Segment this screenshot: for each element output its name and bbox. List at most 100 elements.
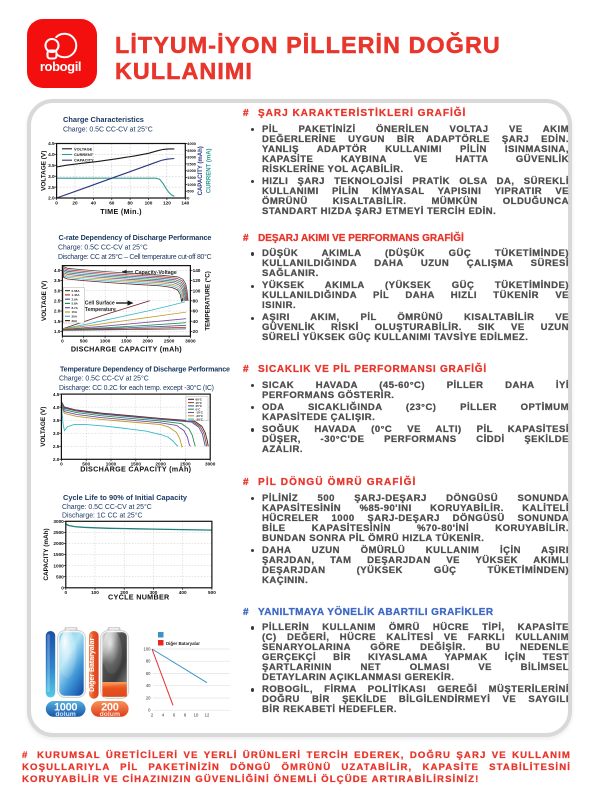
svg-text:80: 80 bbox=[193, 299, 199, 304]
svg-text:500: 500 bbox=[187, 189, 194, 194]
svg-text:1500: 1500 bbox=[121, 339, 132, 344]
svg-text:40: 40 bbox=[91, 201, 97, 206]
svg-text:4.0: 4.0 bbox=[54, 268, 61, 273]
svg-text:TIME (Min.): TIME (Min.) bbox=[100, 207, 142, 216]
svg-text:15A: 15A bbox=[72, 310, 78, 314]
svg-text:3.0: 3.0 bbox=[53, 431, 60, 436]
svg-text:CYCLE NUMBER: CYCLE NUMBER bbox=[108, 593, 170, 602]
svg-text:VOLTAGE (V): VOLTAGE (V) bbox=[41, 281, 48, 321]
svg-text:4.0: 4.0 bbox=[53, 405, 60, 410]
svg-text:100: 100 bbox=[91, 590, 99, 595]
svg-text:1000: 1000 bbox=[187, 182, 196, 187]
svg-text:1.45A: 1.45A bbox=[72, 293, 81, 297]
svg-text:Charge Characteristics: Charge Characteristics bbox=[63, 115, 144, 124]
svg-text:2500: 2500 bbox=[180, 462, 191, 467]
svg-text:Discharge: CC at 25°C – Cell t: Discharge: CC at 25°C – Cell temperature… bbox=[58, 253, 212, 261]
svg-text:Temperature Dependency of Disc: Temperature Dependency of Discharge Perf… bbox=[60, 366, 230, 374]
svg-text:29A: 29A bbox=[72, 319, 78, 323]
svg-text:2500: 2500 bbox=[164, 339, 175, 344]
svg-text:3.5: 3.5 bbox=[48, 163, 55, 168]
svg-text:4000: 4000 bbox=[187, 141, 196, 146]
svg-text:0.58A: 0.58A bbox=[72, 289, 81, 293]
svg-text:3.5: 3.5 bbox=[53, 418, 60, 423]
svg-text:Cell Surface: Cell Surface bbox=[85, 301, 115, 307]
svg-text:3000: 3000 bbox=[187, 155, 196, 160]
svg-text:4.5: 4.5 bbox=[53, 392, 60, 397]
svg-text:2: 2 bbox=[151, 713, 154, 718]
svg-text:Charge: 0.5C CC-CV at 25°C: Charge: 0.5C CC-CV at 25°C bbox=[58, 244, 148, 252]
svg-text:400: 400 bbox=[179, 590, 187, 595]
svg-text:80: 80 bbox=[127, 201, 133, 206]
svg-text:1500: 1500 bbox=[53, 552, 64, 557]
svg-text:60°C: 60°C bbox=[196, 398, 203, 402]
svg-text:0: 0 bbox=[60, 462, 63, 467]
svg-text:10: 10 bbox=[194, 713, 199, 718]
svg-text:-20°C: -20°C bbox=[196, 414, 204, 418]
svg-text:C-rate Dependency of Discharge: C-rate Dependency of Discharge Performan… bbox=[59, 233, 212, 242]
svg-text:3000: 3000 bbox=[205, 462, 216, 467]
svg-text:25°C: 25°C bbox=[196, 404, 203, 408]
svg-text:1500: 1500 bbox=[131, 462, 142, 467]
svg-text:140: 140 bbox=[181, 201, 189, 206]
svg-text:0: 0 bbox=[187, 196, 189, 201]
svg-text:DISCHARGE CAPACITY (mAh): DISCHARGE CAPACITY (mAh) bbox=[71, 345, 182, 354]
svg-text:80: 80 bbox=[146, 659, 151, 664]
svg-text:Charge: 0.5C CC-CV at 25°C: Charge: 0.5C CC-CV at 25°C bbox=[62, 503, 152, 511]
svg-text:TEMPERATURE (°C): TEMPERATURE (°C) bbox=[205, 271, 212, 330]
svg-text:1000: 1000 bbox=[54, 701, 77, 713]
svg-text:2.0: 2.0 bbox=[48, 196, 55, 201]
svg-text:Diğer Bataryalar: Diğer Bataryalar bbox=[89, 637, 96, 691]
svg-text:1000: 1000 bbox=[100, 339, 111, 344]
svg-text:500: 500 bbox=[208, 590, 216, 595]
svg-text:20: 20 bbox=[146, 696, 151, 701]
svg-text:robogil: robogil bbox=[40, 59, 81, 74]
svg-text:VOLTAGE (V): VOLTAGE (V) bbox=[40, 407, 47, 447]
svg-text:2500: 2500 bbox=[187, 161, 196, 166]
svg-text:CAPACITY (mAh): CAPACITY (mAh) bbox=[43, 528, 50, 580]
svg-text:1500: 1500 bbox=[187, 175, 196, 180]
svg-text:1000: 1000 bbox=[106, 462, 117, 467]
svg-text:0: 0 bbox=[61, 339, 64, 344]
svg-text:2.0: 2.0 bbox=[53, 457, 60, 462]
svg-text:3.0: 3.0 bbox=[54, 288, 61, 293]
svg-text:3.5: 3.5 bbox=[54, 278, 61, 283]
svg-text:CURRENT: CURRENT bbox=[74, 152, 94, 157]
svg-text:500: 500 bbox=[82, 462, 90, 467]
svg-text:dolum: dolum bbox=[55, 711, 75, 718]
svg-text:VOLTAGE (V): VOLTAGE (V) bbox=[41, 151, 48, 191]
svg-text:20A: 20A bbox=[72, 315, 78, 319]
svg-text:12: 12 bbox=[205, 713, 210, 718]
svg-text:4.5: 4.5 bbox=[48, 141, 55, 146]
svg-text:0°C: 0°C bbox=[196, 407, 202, 411]
svg-text:4: 4 bbox=[162, 713, 165, 718]
svg-text:20: 20 bbox=[72, 201, 78, 206]
svg-text:0: 0 bbox=[148, 708, 151, 713]
svg-text:40: 40 bbox=[146, 683, 151, 688]
svg-text:Cycle Life to 90% of Initial C: Cycle Life to 90% of Initial Capacity bbox=[63, 493, 188, 502]
svg-text:6: 6 bbox=[173, 713, 176, 718]
svg-text:-10°C: -10°C bbox=[196, 411, 204, 415]
svg-text:2.9A: 2.9A bbox=[72, 297, 79, 301]
svg-text:CAPACITY: CAPACITY bbox=[74, 158, 94, 163]
svg-text:45°C: 45°C bbox=[196, 401, 203, 405]
svg-text:60: 60 bbox=[109, 201, 115, 206]
svg-text:4.0: 4.0 bbox=[48, 152, 55, 157]
svg-text:1000: 1000 bbox=[53, 563, 64, 568]
svg-text:500: 500 bbox=[80, 339, 88, 344]
svg-text:140: 140 bbox=[193, 268, 201, 273]
svg-text:40: 40 bbox=[193, 319, 199, 324]
svg-text:120: 120 bbox=[193, 278, 201, 283]
svg-text:60: 60 bbox=[146, 671, 151, 676]
svg-text:2.5: 2.5 bbox=[48, 185, 55, 190]
svg-text:8.7A: 8.7A bbox=[72, 306, 79, 310]
svg-text:120: 120 bbox=[163, 201, 171, 206]
svg-text:2000: 2000 bbox=[155, 462, 166, 467]
svg-text:DISCHARGE CAPACITY (mAh): DISCHARGE CAPACITY (mAh) bbox=[80, 465, 191, 474]
svg-text:3500: 3500 bbox=[187, 148, 196, 153]
svg-text:300: 300 bbox=[150, 590, 158, 595]
svg-text:1.0: 1.0 bbox=[54, 329, 61, 334]
svg-text:0: 0 bbox=[61, 586, 64, 591]
svg-text:2.5: 2.5 bbox=[53, 444, 60, 449]
svg-text:20: 20 bbox=[193, 329, 199, 334]
svg-text:Charge: 0.5C CC-CV at 25°C: Charge: 0.5C CC-CV at 25°C bbox=[63, 126, 153, 134]
